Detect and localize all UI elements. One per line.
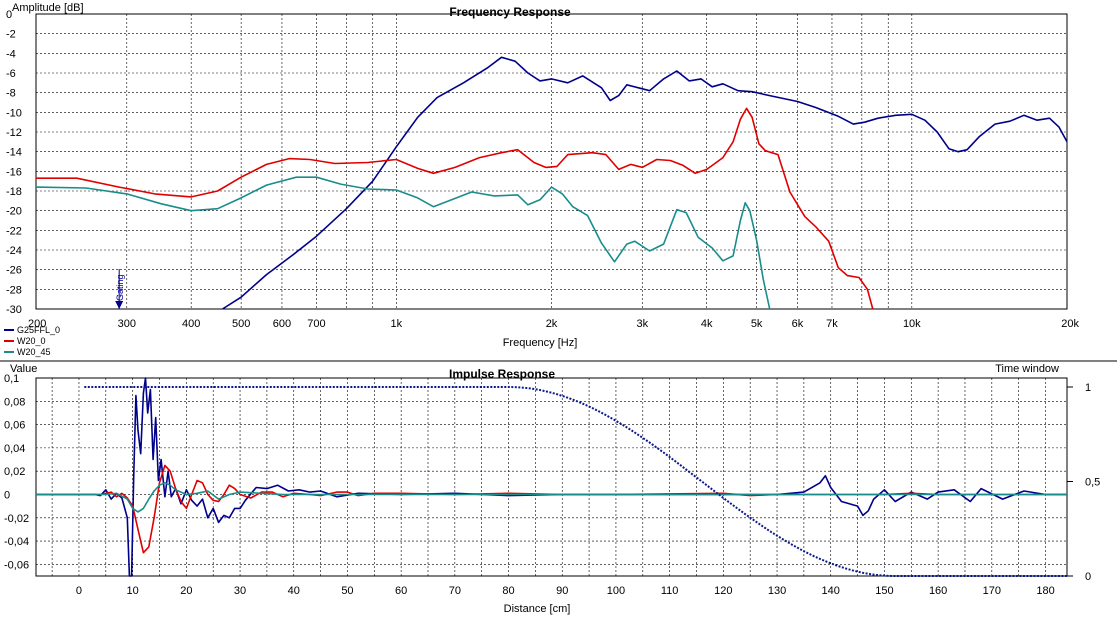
frequency-x-tick-label: 600 bbox=[273, 318, 291, 330]
impulse-series-line-2 bbox=[36, 481, 1067, 513]
impulse-y2-tick-label: 0 bbox=[1085, 571, 1091, 583]
frequency-x-tick-label: 1k bbox=[391, 318, 403, 330]
frequency-y-label: Amplitude [dB] bbox=[12, 2, 84, 14]
impulse-series-group bbox=[36, 377, 1067, 577]
frequency-series-line-0 bbox=[222, 56, 1068, 310]
impulse-x-tick-label: 160 bbox=[929, 585, 947, 597]
frequency-x-tick-label: 2k bbox=[546, 318, 558, 330]
impulse-x-tick-label: 0 bbox=[76, 585, 82, 597]
frequency-y-tick-label: -30 bbox=[6, 304, 22, 316]
impulse-x-tick-label: 80 bbox=[502, 585, 514, 597]
frequency-x-tick-label: 10k bbox=[903, 318, 921, 330]
impulse-y-tick-label: 0,08 bbox=[4, 396, 25, 408]
frequency-y-ticks: 0 -2 -4 -6 -8 -10 -12 -14 -16 -18 -20 -22 -24 -26 -28 -… bbox=[6, 9, 22, 316]
frequency-y-tick-label: -26 bbox=[6, 265, 22, 277]
frequency-x-tick-label: 300 bbox=[118, 318, 136, 330]
impulse-title: Impulse Response bbox=[449, 367, 555, 381]
frequency-y-tick-label: -16 bbox=[6, 166, 22, 178]
impulse-y2-ticks: 10,50 bbox=[1067, 382, 1100, 583]
frequency-y-tick-label: -24 bbox=[6, 245, 22, 257]
impulse-x-label: Distance [cm] bbox=[504, 603, 571, 615]
gating-marker-arrow bbox=[115, 301, 124, 309]
impulse-y-tick-label: 0,02 bbox=[4, 466, 25, 478]
impulse-y-tick-label: -0,02 bbox=[4, 513, 29, 525]
impulse-x-tick-label: 70 bbox=[449, 585, 461, 597]
legend-entry: G25FFL_0 bbox=[17, 325, 60, 335]
impulse-x-tick-label: 130 bbox=[768, 585, 786, 597]
frequency-series-group bbox=[35, 56, 1068, 310]
frequency-x-tick-label: 700 bbox=[307, 318, 325, 330]
impulse-x-tick-label: 90 bbox=[556, 585, 568, 597]
frequency-y-tick-label: -12 bbox=[6, 127, 22, 139]
impulse-grid bbox=[36, 377, 1067, 576]
frequency-y-tick-label: -4 bbox=[6, 48, 16, 60]
frequency-x-tick-label: 6k bbox=[792, 318, 804, 330]
impulse-series-line-0 bbox=[36, 377, 1067, 577]
frequency-y-tick-label: -28 bbox=[6, 284, 22, 296]
impulse-y-tick-label: 0 bbox=[4, 489, 10, 501]
impulse-y-tick-label: 0,06 bbox=[4, 420, 25, 432]
gating-marker-label: Gating bbox=[115, 274, 125, 301]
impulse-x-tick-label: 10 bbox=[127, 585, 139, 597]
frequency-x-tick-label: 4k bbox=[701, 318, 713, 330]
impulse-x-tick-label: 170 bbox=[983, 585, 1001, 597]
frequency-title: Frequency Response bbox=[449, 5, 571, 19]
frequency-y-tick-label: -10 bbox=[6, 107, 22, 119]
frequency-y-tick-label: -14 bbox=[6, 147, 22, 159]
frequency-y-tick-label: -2 bbox=[6, 29, 16, 41]
impulse-x-tick-label: 20 bbox=[180, 585, 192, 597]
impulse-x-tick-label: 30 bbox=[234, 585, 246, 597]
frequency-plot-frame bbox=[35, 13, 1068, 310]
frequency-x-tick-label: 7k bbox=[826, 318, 838, 330]
impulse-y-tick-label: -0,04 bbox=[4, 536, 29, 548]
impulse-plot-frame bbox=[35, 377, 1068, 577]
frequency-y-tick-label: 0 bbox=[6, 9, 12, 21]
frequency-x-tick-label: 20k bbox=[1061, 318, 1079, 330]
impulse-x-tick-label: 110 bbox=[661, 585, 679, 597]
impulse-x-tick-label: 40 bbox=[288, 585, 300, 597]
frequency-x-tick-label: 3k bbox=[636, 318, 648, 330]
impulse-y-ticks: 0,1 0,08 0,06 0,04 0,02 0 -0,02 -0,04 -0,06 bbox=[4, 373, 29, 571]
impulse-y-tick-label: 0,04 bbox=[4, 443, 25, 455]
impulse-y-label: Value bbox=[10, 363, 37, 375]
impulse-y2-tick-label: 0,5 bbox=[1085, 477, 1100, 489]
frequency-x-tick-label: 500 bbox=[232, 318, 250, 330]
frequency-y-tick-label: -22 bbox=[6, 225, 22, 237]
frequency-y-tick-label: -8 bbox=[6, 88, 16, 100]
frequency-series-line-2 bbox=[35, 176, 771, 310]
frequency-x-tick-label: 200 bbox=[28, 318, 46, 330]
impulse-x-tick-label: 120 bbox=[714, 585, 732, 597]
impulse-y2-label: Time window bbox=[995, 363, 1059, 375]
gating-marker: Gating bbox=[115, 269, 125, 309]
impulse-x-tick-label: 140 bbox=[822, 585, 840, 597]
frequency-x-ticks: 200 300 400 500 600 700 1k 2k 3k 4k 5k 6k 7k 10k 20k bbox=[28, 318, 1079, 330]
impulse-x-tick-label: 180 bbox=[1036, 585, 1054, 597]
impulse-x-tick-label: 50 bbox=[341, 585, 353, 597]
frequency-x-label: Frequency [Hz] bbox=[503, 337, 578, 349]
frequency-series-line-1 bbox=[36, 107, 874, 310]
frequency-x-tick-label: 5k bbox=[751, 318, 763, 330]
impulse-x-tick-label: 150 bbox=[875, 585, 893, 597]
frequency-x-tick-label: 400 bbox=[182, 318, 200, 330]
frequency-y-tick-label: -20 bbox=[6, 206, 22, 218]
impulse-x-tick-label: 100 bbox=[607, 585, 625, 597]
frequency-grid bbox=[35, 13, 1068, 310]
impulse-series-line-3 bbox=[84, 386, 1067, 577]
impulse-x-ticks: 0 10 20 30 40 50 60 70 80 90 100 110 120 130 140 150 160… bbox=[76, 585, 1055, 597]
impulse-y2-tick-label: 1 bbox=[1085, 382, 1091, 394]
impulse-series-line-1 bbox=[36, 464, 1067, 554]
impulse-x-tick-label: 60 bbox=[395, 585, 407, 597]
legend-entry: W20_0 bbox=[17, 336, 46, 346]
impulse-y-tick-label: -0,06 bbox=[4, 559, 29, 571]
frequency-y-tick-label: -18 bbox=[6, 186, 22, 198]
legend-entry: W20_45 bbox=[17, 347, 51, 357]
frequency-y-tick-label: -6 bbox=[6, 68, 16, 80]
impulse-y-tick-label: 0,1 bbox=[4, 373, 19, 385]
